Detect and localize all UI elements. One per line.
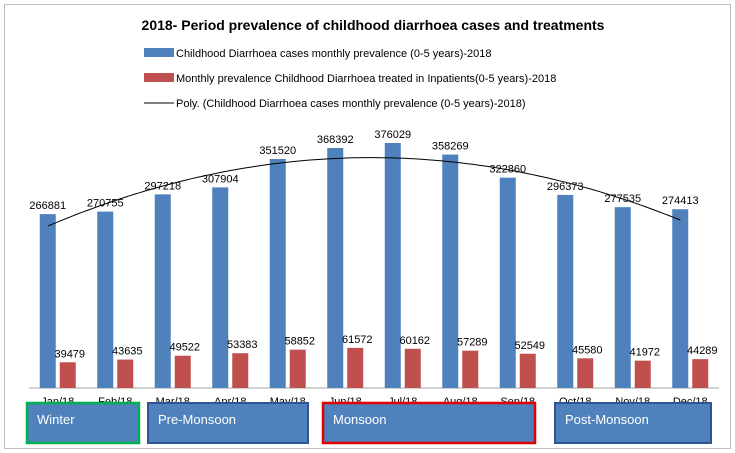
bar-cases-May/18 (269, 158, 286, 388)
legend-label-cases: Childhood Diarrhoea cases monthly preval… (176, 48, 492, 60)
data-label-inpatients-Sep/18: 52549 (514, 340, 545, 352)
data-label-cases-Aug/18: 358269 (432, 141, 469, 153)
bar-inpatients-Sep/18 (519, 353, 536, 388)
legend: Childhood Diarrhoea cases monthly preval… (144, 48, 556, 110)
legend-swatch-cases (144, 48, 174, 57)
trendline (47, 157, 681, 227)
bar-cases-Feb/18 (97, 211, 114, 388)
bar-cases-Jan/18 (39, 214, 56, 388)
season-box-pre-monsoon (147, 402, 309, 444)
data-label-inpatients-Aug/18: 57289 (457, 337, 488, 349)
data-label-cases-Apr/18: 307904 (202, 173, 239, 185)
season-label-monsoon: Monsoon (333, 412, 386, 427)
bar-cases-Apr/18 (212, 187, 229, 388)
plot-area: 26688139479Jan/1827075543635Feb/18297218… (29, 129, 719, 408)
bar-inpatients-Aug/18 (462, 350, 479, 388)
chart-title: 2018- Period prevalence of childhood dia… (142, 17, 605, 33)
data-label-inpatients-Jul/18: 60162 (399, 335, 430, 347)
bar-inpatients-Apr/18 (232, 353, 249, 388)
data-label-cases-Jan/18: 266881 (29, 200, 66, 212)
season-box-monsoon (321, 401, 537, 445)
bar-inpatients-Oct/18 (577, 358, 594, 388)
legend-label-trend: Poly. (Childhood Diarrhoea cases monthly… (176, 98, 526, 110)
bar-cases-Dec/18 (672, 209, 689, 388)
data-label-cases-Jul/18: 376029 (374, 129, 411, 141)
bar-inpatients-Feb/18 (117, 359, 134, 388)
data-label-inpatients-Dec/18: 44289 (687, 345, 718, 357)
bar-cases-Sep/18 (499, 177, 516, 388)
data-label-inpatients-Feb/18: 43635 (112, 346, 143, 358)
data-label-inpatients-Oct/18: 45580 (572, 344, 603, 356)
season-label-post-monsoon: Post-Monsoon (565, 412, 649, 427)
season-post-monsoon: Post-Monsoon (554, 402, 712, 444)
data-label-cases-May/18: 351520 (259, 145, 296, 157)
legend-label-inpatients: Monthly prevalence Childhood Diarrhoea t… (176, 73, 556, 85)
bar-inpatients-Nov/18 (634, 360, 651, 388)
bar-inpatients-Jun/18 (347, 347, 364, 388)
bar-inpatients-Mar/18 (174, 355, 191, 388)
bar-cases-Oct/18 (557, 194, 574, 388)
season-bands: Winter Pre-Monsoon Monsoon Post-Monsoon (25, 401, 712, 445)
legend-swatch-inpatients (144, 73, 174, 82)
data-label-inpatients-Jan/18: 39479 (54, 348, 85, 360)
data-label-inpatients-Nov/18: 41972 (629, 347, 660, 359)
season-box-post-monsoon (554, 402, 712, 444)
bar-cases-Mar/18 (154, 194, 171, 388)
bar-inpatients-Dec/18 (692, 359, 709, 388)
bar-cases-Jul/18 (384, 143, 401, 388)
season-box-winter (25, 401, 141, 445)
bar-cases-Nov/18 (614, 207, 631, 388)
bar-inpatients-May/18 (289, 349, 306, 388)
data-label-inpatients-Apr/18: 53383 (227, 339, 258, 351)
data-label-inpatients-Mar/18: 49522 (169, 342, 200, 354)
season-pre-monsoon: Pre-Monsoon (147, 402, 309, 444)
bar-cases-Aug/18 (442, 154, 459, 388)
season-monsoon: Monsoon (321, 401, 537, 445)
season-winter: Winter (25, 401, 141, 445)
bar-inpatients-Jul/18 (404, 348, 421, 388)
bar-cases-Jun/18 (327, 147, 344, 388)
chart-svg: 2018- Period prevalence of childhood dia… (25, 17, 719, 445)
data-label-cases-Dec/18: 274413 (662, 195, 699, 207)
data-label-inpatients-Jun/18: 61572 (342, 334, 373, 346)
season-label-pre-monsoon: Pre-Monsoon (158, 412, 236, 427)
data-label-cases-Jun/18: 368392 (317, 134, 354, 146)
data-label-cases-Oct/18: 296373 (547, 181, 584, 193)
data-label-inpatients-May/18: 58852 (284, 336, 315, 348)
season-label-winter: Winter (37, 412, 75, 427)
bar-inpatients-Jan/18 (59, 362, 76, 388)
chart-frame: 2018- Period prevalence of childhood dia… (4, 4, 731, 449)
